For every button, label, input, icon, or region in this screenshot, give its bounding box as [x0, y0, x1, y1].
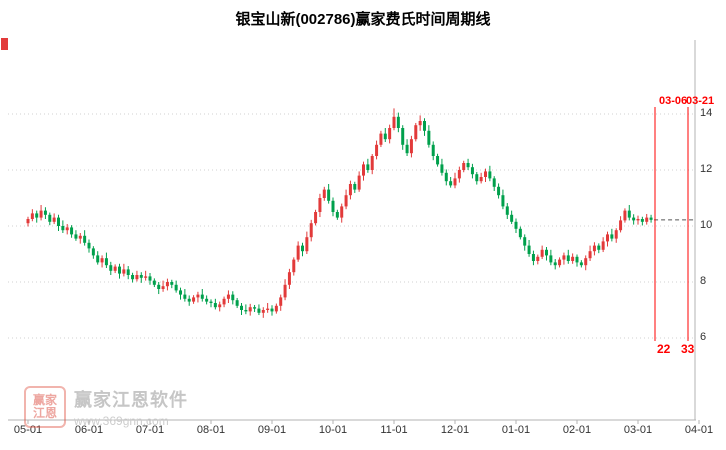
watermark-url: www.369gnn.com: [74, 414, 169, 428]
x-axis-tick-label: 01-01: [501, 424, 531, 436]
y-axis-tick-label: 8: [700, 275, 707, 287]
fib-date-label-1: 03-06: [659, 95, 688, 107]
y-axis-tick-label: 6: [700, 331, 707, 343]
watermark-brand: 赢家江恩软件: [74, 390, 188, 410]
watermark-logo-text-1: 赢家: [32, 393, 57, 408]
candlestick-series: [26, 108, 653, 318]
watermark: 赢家 江恩 赢家江恩软件 www.369gnn.com: [24, 386, 188, 428]
fib-count-label-1: 22: [657, 342, 671, 356]
watermark-logo-text-2: 江恩: [32, 406, 57, 420]
watermark-logo-icon: 赢家 江恩: [24, 386, 66, 428]
x-axis-tick-label: 04-01: [684, 424, 714, 436]
x-axis-tick-label: 03-01: [623, 424, 653, 436]
chart-title: 银宝山新(002786)赢家费氏时间周期线: [235, 11, 491, 28]
x-axis-tick-label: 09-01: [257, 424, 287, 436]
y-axis-tick-label: 10: [700, 219, 713, 231]
left-edge-marker: [1, 38, 8, 50]
x-axis-tick-label: 02-01: [562, 424, 592, 436]
fib-count-label-2: 33: [681, 342, 695, 356]
x-axis-tick-label: 11-01: [380, 424, 408, 436]
x-axis-tick-label: 08-01: [196, 424, 226, 436]
x-axis-tick-label: 10-01: [318, 424, 348, 436]
x-axis-tick-label: 06-01: [74, 424, 104, 436]
x-axis-tick-label: 07-01: [135, 424, 165, 436]
x-axis-tick-label: 05-01: [13, 424, 43, 436]
y-axis-tick-label: 14: [700, 107, 713, 119]
x-axis-tick-label: 12-01: [440, 424, 470, 436]
fib-date-label-2: 03-21: [686, 95, 715, 107]
y-axis-tick-label: 12: [700, 163, 713, 175]
